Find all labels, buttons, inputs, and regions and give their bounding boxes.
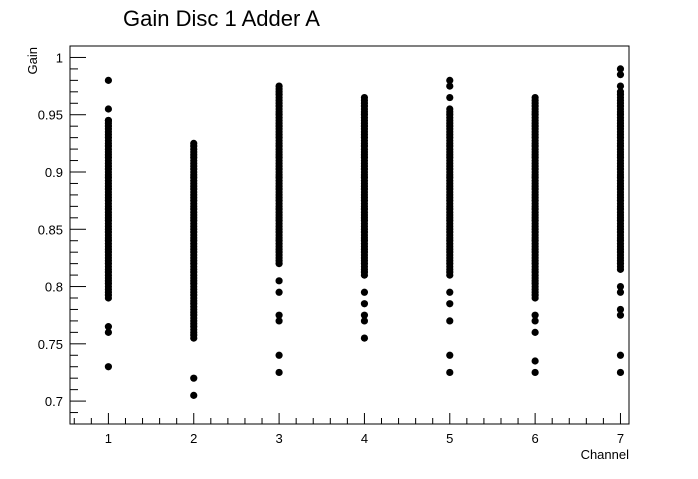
data-point-ch7 <box>616 88 625 96</box>
data-point-ch1 <box>104 363 113 371</box>
data-point-ch7 <box>616 65 625 73</box>
data-point-ch3 <box>275 82 283 90</box>
data-point-ch7 <box>616 288 625 296</box>
data-point-ch6 <box>531 317 539 325</box>
chart-title: Gain Disc 1 Adder A <box>123 6 320 31</box>
data-point-ch5 <box>446 76 454 84</box>
data-point-ch5 <box>446 351 454 359</box>
data-point-ch5 <box>446 105 454 113</box>
data-point-ch7 <box>616 311 625 319</box>
x-tick-label: 2 <box>190 431 197 446</box>
data-point-ch3 <box>275 288 283 296</box>
x-tick-label: 1 <box>105 431 112 446</box>
data-point-ch7 <box>616 282 625 291</box>
y-tick-label: 0.8 <box>45 280 63 295</box>
data-point-ch6 <box>531 328 539 336</box>
data-point-ch5 <box>446 288 454 296</box>
y-tick-label: 1 <box>56 50 63 65</box>
y-tick-label: 0.7 <box>45 394 63 409</box>
data-point-ch1 <box>104 105 113 113</box>
data-point-ch5 <box>446 93 454 102</box>
data-point-ch7 <box>616 351 625 359</box>
x-tick-label: 3 <box>275 431 282 446</box>
data-point-ch2 <box>190 139 198 147</box>
data-point-ch7 <box>616 82 625 90</box>
data-point-ch6 <box>531 357 539 365</box>
data-point-ch3 <box>275 311 283 319</box>
plot-frame <box>69 45 630 425</box>
data-point-ch3 <box>275 351 283 359</box>
x-axis-label: Channel <box>581 447 630 462</box>
data-point-ch4 <box>360 334 369 342</box>
data-point-ch3 <box>275 368 283 377</box>
data-point-ch3 <box>275 277 283 285</box>
data-point-ch4 <box>360 300 369 308</box>
data-point-ch1 <box>104 328 113 336</box>
y-tick-label: 0.95 <box>38 108 63 123</box>
x-tick-label: 6 <box>532 431 539 446</box>
data-point-ch4 <box>360 288 369 296</box>
data-point-ch5 <box>446 300 454 308</box>
y-axis-label: Gain <box>25 47 40 74</box>
data-point-ch2 <box>190 391 198 399</box>
data-point-ch5 <box>446 82 454 90</box>
data-point-ch4 <box>360 93 369 102</box>
plot-area: 0.7 0.75 0.8 0.85 0.9 0.95 1 1 2 3 4 5 6 7 <box>38 45 630 446</box>
data-point-ch4 <box>360 311 369 319</box>
x-tick-label: 7 <box>617 431 624 446</box>
data-point-ch2 <box>190 374 198 382</box>
data-point-ch5 <box>446 368 454 377</box>
data-point-ch3 <box>275 317 283 325</box>
y-tick-label: 0.9 <box>45 165 63 180</box>
data-point-ch4 <box>360 317 369 325</box>
data-point-ch6 <box>531 311 539 319</box>
data-point-ch1 <box>104 323 113 331</box>
data-point-ch1 <box>104 116 113 125</box>
data-point-ch5 <box>446 317 454 325</box>
data-point-ch6 <box>531 368 539 377</box>
data-point-ch7 <box>616 305 625 314</box>
x-tick-label: 4 <box>361 431 368 446</box>
data-point-ch1 <box>104 76 113 84</box>
y-tick-label: 0.85 <box>38 222 63 237</box>
data-point-ch7 <box>616 368 625 377</box>
data-point-ch7 <box>616 71 625 79</box>
data-point-ch6 <box>531 93 539 102</box>
x-tick-label: 5 <box>446 431 453 446</box>
y-tick-label: 0.75 <box>38 337 63 352</box>
